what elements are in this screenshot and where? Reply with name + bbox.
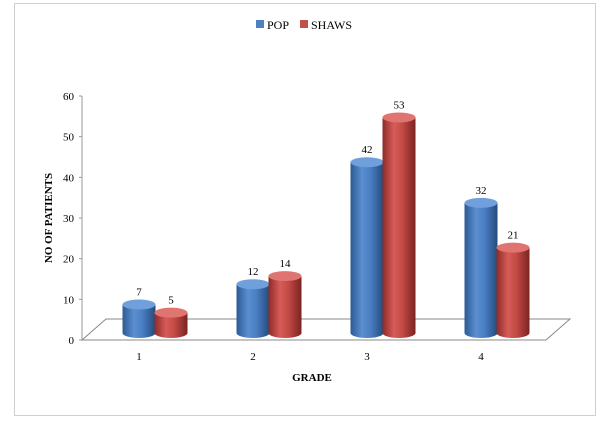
- y-axis-title: NO OF PATIENTS: [43, 173, 55, 263]
- data-label: 32: [476, 185, 487, 197]
- data-label: 21: [508, 230, 519, 242]
- y-tick-label: 60: [63, 91, 75, 103]
- x-tick-label: 3: [364, 351, 370, 363]
- y-tick-label: 20: [63, 254, 75, 266]
- x-tick-label: 4: [478, 351, 484, 363]
- y-tick-label: 40: [63, 172, 75, 184]
- bar-body: [236, 284, 270, 338]
- bar-pop-grade-4: 32: [464, 185, 498, 338]
- chart-floor: [80, 318, 572, 341]
- legend: POP SHAWS: [256, 18, 352, 32]
- bar-pop-grade-2: 12: [236, 266, 270, 338]
- bar-body: [268, 276, 302, 338]
- x-tick-label: 2: [250, 351, 256, 363]
- legend-label-pop: POP: [267, 18, 289, 32]
- data-label: 12: [248, 266, 259, 278]
- bar-body: [464, 202, 498, 338]
- bar-pop-grade-3: 42: [350, 144, 384, 338]
- bar-top: [236, 279, 270, 290]
- x-tick-label: 1: [136, 351, 142, 363]
- chart-frame: [14, 3, 596, 416]
- bar-top: [268, 271, 302, 282]
- y-ticks: 0 10 20 30 40 50 60: [63, 91, 82, 347]
- data-label: 5: [168, 295, 174, 307]
- bar-body: [382, 117, 416, 338]
- y-tick-label: 10: [63, 294, 75, 306]
- legend-swatch-pop: [256, 20, 264, 28]
- bar-top: [496, 242, 530, 253]
- y-tick-label: 0: [69, 335, 75, 347]
- x-ticks: 1 2 3 4: [136, 351, 484, 363]
- bar-shaws-grade-4: 21: [496, 230, 530, 338]
- bar-top: [350, 157, 384, 168]
- bar-shaws-grade-2: 14: [268, 258, 302, 338]
- bar-body: [350, 162, 384, 338]
- y-tick-label: 50: [63, 132, 75, 144]
- bar-top: [122, 299, 156, 310]
- bars-group: 7 5 12 14 42 53 32 21: [122, 99, 530, 338]
- bar-body: [122, 304, 156, 338]
- data-label: 53: [394, 99, 406, 111]
- legend-label-shaws: SHAWS: [311, 18, 352, 32]
- bar-shaws-grade-3: 53: [382, 99, 416, 338]
- y-tick-label: 30: [63, 213, 75, 225]
- bar-shaws-grade-1: 5: [154, 295, 188, 338]
- bar-top: [382, 112, 416, 123]
- bar-pop-grade-1: 7: [122, 287, 156, 338]
- x-axis-title: GRADE: [292, 372, 332, 384]
- data-label: 14: [280, 258, 292, 270]
- bar-top: [154, 307, 188, 318]
- legend-swatch-shaws: [300, 20, 308, 28]
- bar-body: [496, 247, 530, 338]
- bar-top: [464, 197, 498, 208]
- data-label: 42: [362, 144, 373, 156]
- data-label: 7: [136, 287, 142, 299]
- bar-body: [154, 312, 188, 338]
